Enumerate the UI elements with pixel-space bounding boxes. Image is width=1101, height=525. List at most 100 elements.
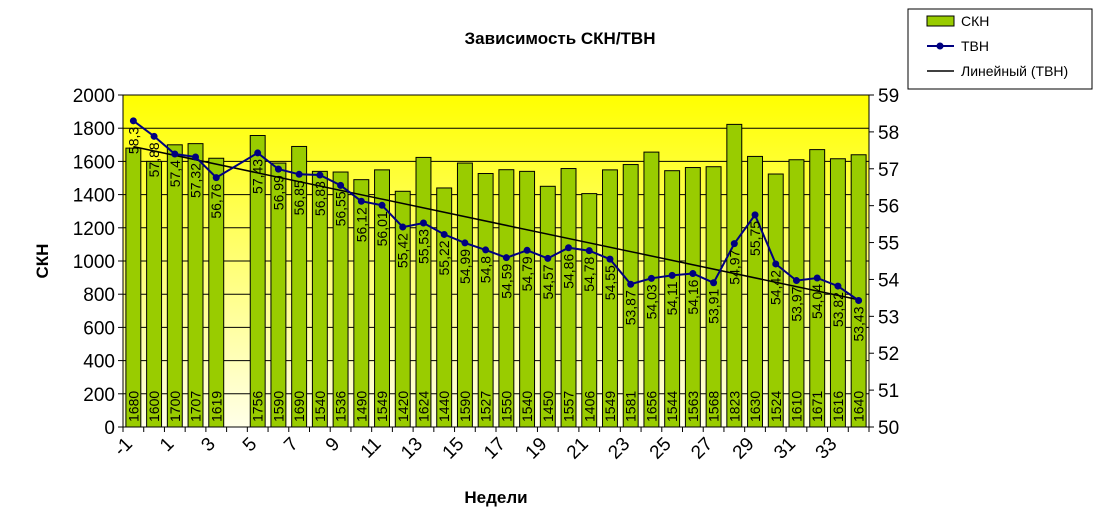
x-tick-label: 17 [480,434,510,464]
y2-tick-label: 56 [878,197,899,218]
tvn-value-label: 53,87 [623,290,639,325]
bar-value-labels: 1680 1600 1700 1707 1619 1756 1590 1690 1540 1536… [125,391,866,422]
y2-tick-label: 53 [878,307,899,328]
tvn-value-label: 56,55 [333,191,349,226]
tvn-markers [129,117,863,304]
x-tick-label: 21 [563,434,593,464]
y2-tick-label: 54 [878,270,900,291]
tvn-marker [606,255,614,263]
tvn-marker [150,132,158,140]
tvn-value-label: 55,75 [747,221,763,256]
y-tick-label: 600 [83,318,115,339]
tvn-value-label: 57,4 [167,160,183,187]
tvn-marker [337,181,345,189]
bar-value-label: 1581 [623,391,639,422]
tvn-value-label: 57,88 [146,142,162,177]
y-tick-label: 800 [83,285,115,306]
y2-axis-ticks: 50 51 52 53 54 55 56 57 58 59 [868,86,900,439]
bar [477,173,494,428]
tvn-value-label: 56,99 [270,175,286,210]
tvn-marker [316,171,324,179]
x-tick-label: 5 [239,434,261,456]
bar-value-label: 1619 [208,391,224,422]
tvn-value-label: 54,8 [478,256,494,283]
bar-value-label: 1756 [250,391,266,422]
y2-tick-label: 55 [878,234,899,255]
legend-swatch-marker [936,42,944,50]
tvn-value-label: 54,55 [602,265,618,300]
bar-value-label: 1557 [561,391,577,422]
bar-value-label: 1524 [768,391,784,422]
tvn-marker [399,223,407,231]
tvn-marker [254,149,262,157]
y2-tick-label: 50 [878,418,899,439]
tvn-marker [502,254,510,262]
tvn-value-label: 54,59 [498,263,514,298]
tvn-marker [792,277,800,285]
tvn-value-label: 54,97 [726,249,742,284]
bar-value-label: 1700 [167,391,183,422]
y-axis-title: СКН [33,244,52,279]
bar-value-label: 1640 [851,391,867,422]
trendline [133,145,859,301]
tvn-value-label: 53,91 [706,289,722,324]
tvn-marker [730,240,738,248]
tvn-value-label: 54,99 [457,249,473,284]
x-tick-label: 25 [646,434,676,464]
tvn-value-label: 57,43 [250,159,266,194]
tvn-value-label: 56,76 [208,183,224,218]
y2-tick-label: 58 [878,123,899,144]
tvn-value-label: 53,43 [851,306,867,341]
x-tick-label: 19 [522,434,552,464]
y2-tick-label: 51 [878,381,899,402]
tvn-value-label: 53,97 [788,286,804,321]
tvn-marker [689,270,697,278]
bar-value-label: 1671 [809,391,825,422]
bar-value-label: 1563 [685,391,701,422]
tvn-value-label: 56,12 [353,207,369,242]
x-tick-label: 27 [687,434,717,464]
tvn-marker [274,165,282,173]
bar-value-label: 1420 [395,391,411,422]
bar-value-label: 1690 [291,391,307,422]
bar-value-label: 1680 [125,391,141,422]
tvn-marker [565,244,573,252]
tvn-marker [523,246,531,254]
tvn-value-label: 54,42 [768,270,784,305]
tvn-marker [171,150,179,158]
tvn-value-label: 56,85 [291,180,307,215]
tvn-marker [627,280,635,288]
bar [747,155,763,428]
bar-value-label: 1450 [540,391,556,422]
tvn-value-label: 55,42 [395,233,411,268]
bar-value-label: 1440 [436,391,452,422]
bar-value-label: 1656 [643,391,659,422]
y-tick-label: 200 [83,385,115,406]
tvn-marker [482,246,490,254]
bar-value-label: 1823 [726,391,742,422]
y-axis-ticks: 0 200 400 600 800 1000 1200 1400 1600 1800 2000 [73,86,124,439]
bar-value-label: 1536 [333,391,349,422]
tvn-value-label: 54,16 [685,279,701,314]
tvn-value-label: 54,86 [561,254,577,289]
y2-tick-label: 52 [878,344,899,365]
tvn-marker [647,274,655,282]
tvn-marker [834,282,842,290]
y-tick-label: 1200 [73,219,115,240]
legend-swatch-bar [926,15,955,27]
bar-value-label: 1540 [312,391,328,422]
bar-value-label: 1616 [830,391,846,422]
bar-value-label: 1610 [788,391,804,422]
legend-label-line: ТВН [961,38,989,54]
tvn-value-label: 56,83 [312,181,328,216]
tvn-marker [710,279,718,287]
legend-label-trend: Линейный (ТВН) [961,63,1068,79]
tvn-value-label: 55,22 [436,240,452,275]
bar [519,170,536,428]
bar-value-label: 1549 [374,391,390,422]
tvn-value-label: 56,01 [374,211,390,246]
tvn-marker [855,296,863,304]
x-axis-ticks: -1 1 3 5 7 9 11 13 15 17 19 21 23 25 27 29 31 33 [110,426,870,464]
tvn-value-label: 54,78 [581,256,597,291]
